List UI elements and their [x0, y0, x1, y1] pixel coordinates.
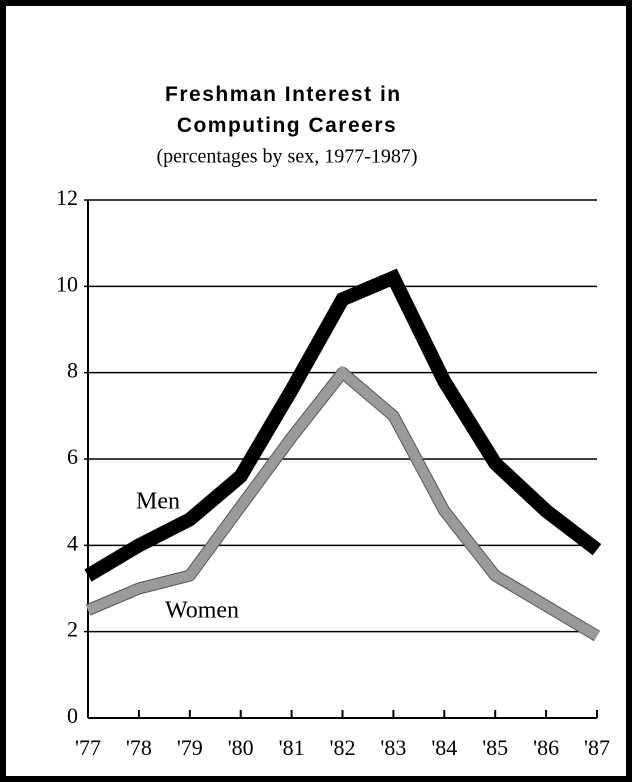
- series-label: Men: [136, 489, 180, 515]
- x-tick-label: '82: [330, 735, 356, 760]
- y-tick-label: 4: [67, 530, 78, 555]
- x-tick-label: '83: [380, 735, 406, 760]
- y-tick-label: 12: [56, 185, 78, 210]
- series-line: [86, 365, 600, 641]
- x-tick-label: '84: [431, 735, 457, 760]
- x-tick-label: '87: [584, 735, 610, 760]
- x-tick-label: '78: [126, 735, 152, 760]
- y-tick-label: 8: [67, 358, 78, 383]
- y-tick-label: 0: [67, 703, 78, 728]
- series-line: [84, 268, 602, 582]
- y-tick-label: 2: [67, 617, 78, 642]
- chart-title: Freshman Interest in Computing Careers: [165, 83, 409, 137]
- x-tick-label: '77: [75, 735, 101, 760]
- series-label: Women: [165, 598, 239, 624]
- x-tick-label: '80: [228, 735, 254, 760]
- y-tick-label: 10: [56, 271, 78, 296]
- x-tick-label: '85: [482, 735, 508, 760]
- y-tick-label: 6: [67, 444, 78, 469]
- chart-subtitle: (percentages by sex, 1977-1987): [156, 146, 417, 168]
- x-tick-label: '79: [177, 735, 203, 760]
- x-tick-label: '81: [279, 735, 305, 760]
- x-tick-label: '86: [533, 735, 559, 760]
